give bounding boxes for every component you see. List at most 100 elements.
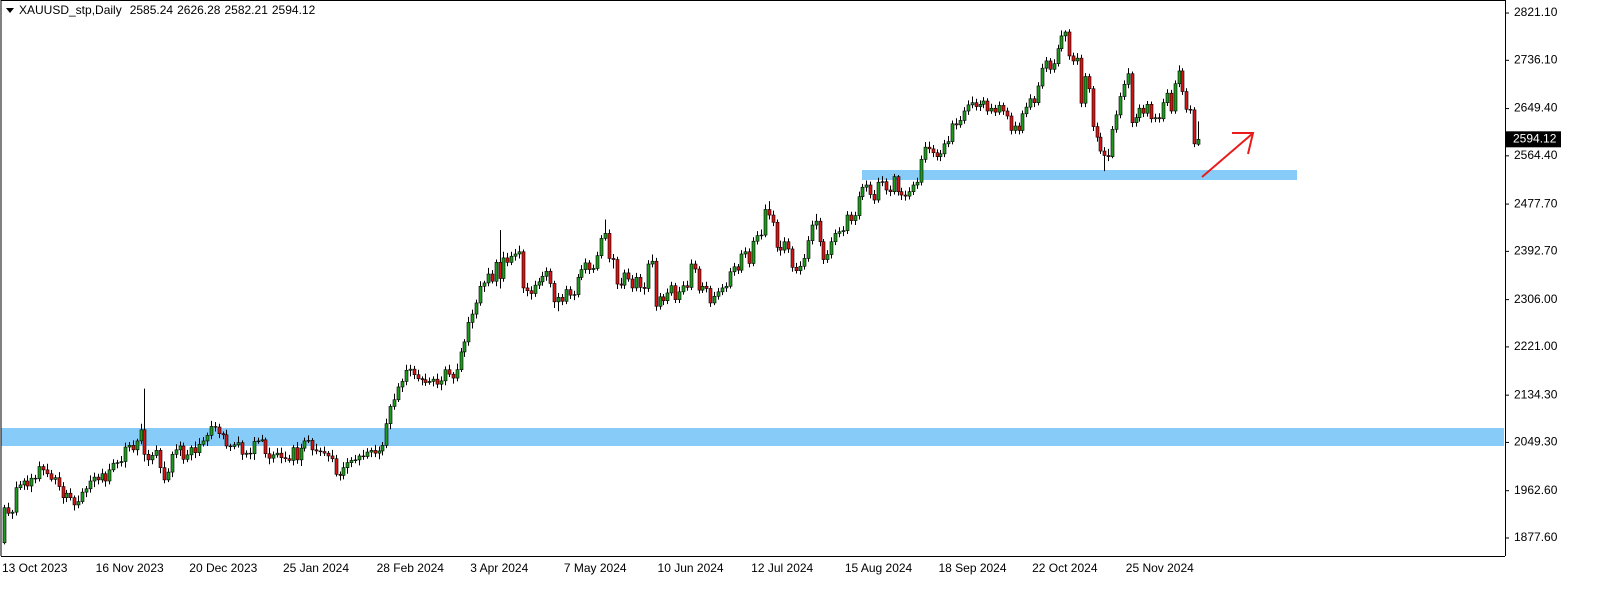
candle-body xyxy=(942,143,947,155)
y-tick-label: 2649.40 xyxy=(1514,101,1558,115)
candle-body xyxy=(533,284,538,294)
candle-body xyxy=(778,247,783,251)
candle-body xyxy=(782,241,787,251)
candle-body xyxy=(739,253,744,271)
candle-body xyxy=(630,278,635,289)
candle-body xyxy=(837,231,842,234)
candle-body xyxy=(915,181,920,186)
candle-body xyxy=(306,440,311,442)
candle-body xyxy=(708,288,713,304)
candle-body xyxy=(923,146,928,160)
candle-body xyxy=(857,196,862,216)
candle-body xyxy=(919,159,924,183)
candle-body xyxy=(1095,126,1100,138)
x-tick-label: 13 Oct 2023 xyxy=(2,561,68,575)
x-tick-label: 22 Oct 2024 xyxy=(1032,561,1098,575)
candle-body xyxy=(985,100,990,112)
candle-body xyxy=(700,285,705,291)
candle-body xyxy=(1192,109,1197,145)
candle-body xyxy=(693,263,698,270)
candle-body xyxy=(841,230,846,233)
candle-body xyxy=(224,434,229,447)
candle-body xyxy=(931,148,936,154)
y-tick-label: 1877.60 xyxy=(1514,530,1558,544)
candle-body xyxy=(755,235,760,242)
high: 2626.28 xyxy=(177,3,221,17)
candle-body xyxy=(1048,60,1053,70)
candle-body xyxy=(572,294,577,296)
candle-body xyxy=(868,184,873,195)
candle-body xyxy=(1137,107,1142,118)
candle-body xyxy=(189,447,194,456)
candle-body xyxy=(384,423,389,446)
candle-body xyxy=(256,440,261,443)
candle-body xyxy=(33,477,38,480)
candle-body xyxy=(127,445,132,448)
candle-body xyxy=(455,369,460,379)
candle-body xyxy=(583,262,588,270)
candle-body xyxy=(478,285,483,304)
candle-body xyxy=(115,462,120,464)
y-tick-label: 2306.00 xyxy=(1514,292,1558,306)
candle-body xyxy=(131,445,136,451)
candle-body xyxy=(244,452,249,455)
candle-body xyxy=(665,292,670,302)
candle-body xyxy=(41,466,46,471)
candle-body xyxy=(552,283,557,303)
candle-body xyxy=(1165,92,1170,103)
candle-body xyxy=(626,272,631,280)
candle-body xyxy=(18,484,23,488)
candle-body xyxy=(412,368,417,376)
candle-body xyxy=(677,291,682,300)
menu-triangle[interactable] xyxy=(6,8,14,13)
open: 2585.24 xyxy=(130,3,174,17)
candle-body xyxy=(786,241,791,250)
candle-body xyxy=(1001,105,1006,112)
candle-body xyxy=(743,251,748,255)
candle-body xyxy=(579,269,584,278)
candle-body xyxy=(377,450,382,454)
candle-body xyxy=(1122,83,1127,97)
candle-body xyxy=(232,444,237,447)
candle-body xyxy=(443,369,448,382)
candle-body xyxy=(22,480,27,486)
candle-body xyxy=(505,257,510,263)
candle-body xyxy=(513,253,518,257)
candle-body xyxy=(68,492,73,498)
candle-body xyxy=(201,440,206,445)
candle-body xyxy=(279,452,284,458)
candle-body xyxy=(29,477,34,487)
x-tick-label: 3 Apr 2024 xyxy=(470,561,528,575)
candle-body xyxy=(884,181,889,191)
y-tick-label: 1962.60 xyxy=(1514,483,1558,497)
candle-body xyxy=(361,455,366,458)
candle-body xyxy=(724,285,729,289)
candle-body xyxy=(107,469,112,482)
candle-body xyxy=(1091,88,1096,127)
candle-body xyxy=(486,273,491,284)
candle-body xyxy=(1063,31,1068,37)
candle-body xyxy=(1106,155,1111,157)
candle-body xyxy=(111,462,116,471)
zones xyxy=(1,170,1504,446)
candle-body xyxy=(1017,125,1022,131)
candle-body xyxy=(193,447,198,453)
candle-body xyxy=(654,260,659,307)
candle-body xyxy=(217,426,222,435)
candle-body xyxy=(400,381,405,388)
candle-body xyxy=(142,429,147,455)
candle-body xyxy=(568,289,573,296)
candle-body xyxy=(1040,67,1045,87)
candle-body xyxy=(669,285,674,294)
candle-body xyxy=(170,453,175,473)
candle-body xyxy=(330,455,335,460)
x-tick-label: 25 Jan 2024 xyxy=(283,561,349,575)
candle-body xyxy=(560,297,565,302)
candle-body xyxy=(853,215,858,221)
candle-body xyxy=(720,287,725,293)
candle-body xyxy=(80,491,85,502)
candle-body xyxy=(661,296,666,302)
